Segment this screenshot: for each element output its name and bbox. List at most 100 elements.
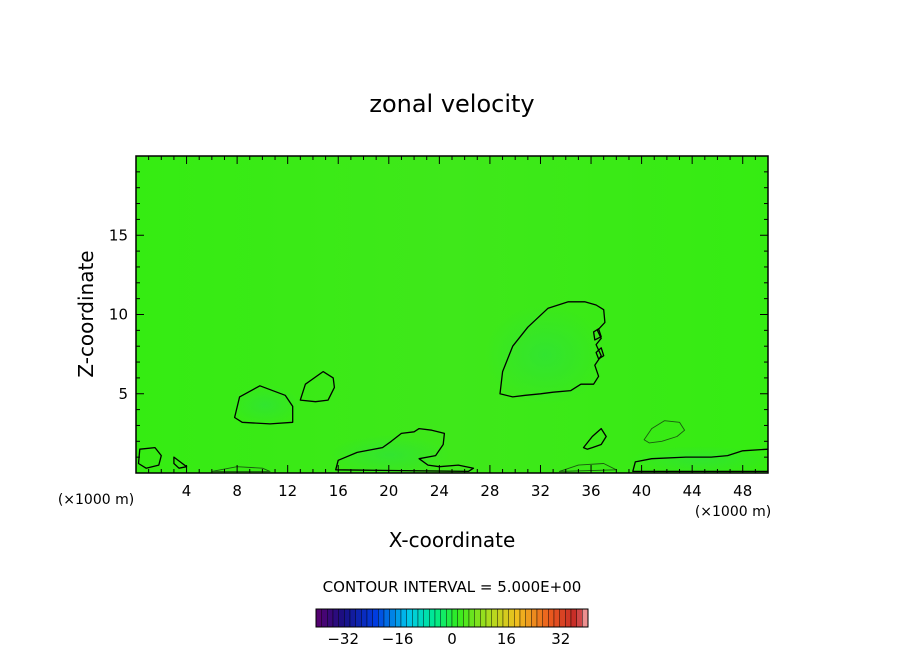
- colorbar-ticks: −32 −16 0 16 32: [327, 630, 570, 648]
- colorbar-swatch: [417, 608, 424, 628]
- colorbar-swatch: [559, 608, 566, 628]
- contour-line-1: [137, 446, 162, 469]
- colorbar-swatch: [389, 608, 396, 628]
- colorbar-swatch: [372, 608, 379, 628]
- colorbar: [315, 608, 589, 628]
- colorbar-swatch: [468, 608, 475, 628]
- x-tick-label: 48: [733, 482, 752, 500]
- colorbar-swatch: [491, 608, 498, 628]
- colorbar-swatch: [423, 608, 430, 628]
- colorbar-swatch: [542, 608, 549, 628]
- field-shade: [230, 385, 300, 425]
- colorbar-swatch: [327, 608, 334, 628]
- contour-line-6: [499, 301, 606, 398]
- colorbar-swatch: [565, 608, 572, 628]
- colorbar-swatch: [332, 608, 339, 628]
- colorbar-swatch: [451, 608, 458, 628]
- colorbar-swatch: [400, 608, 407, 628]
- colorbar-swatch: [548, 608, 555, 628]
- colorbar-swatch: [349, 608, 356, 628]
- colorbar-swatch: [355, 608, 362, 628]
- x-tick-label: 36: [581, 482, 600, 500]
- colorbar-tick-label: 16: [497, 630, 516, 648]
- colorbar-swatch: [315, 608, 322, 628]
- colorbar-swatch: [497, 608, 504, 628]
- x-axis: 4 8 12 16 20 24 28 32 36 40 44 48: [148, 156, 756, 500]
- x-units-left: (×1000 m): [58, 492, 134, 508]
- contour-line-5: [335, 427, 475, 473]
- x-axis-label: X-coordinate: [389, 528, 516, 552]
- contour-line-2: [173, 456, 188, 469]
- colorbar-swatch: [485, 608, 492, 628]
- x-tick-label: 44: [683, 482, 702, 500]
- colorbar-swatch: [361, 608, 368, 628]
- colorbar-swatch: [508, 608, 515, 628]
- colorbar-swatch: [480, 608, 487, 628]
- contour-interval-label: CONTOUR INTERVAL = 5.000E+00: [323, 578, 582, 596]
- x-tick-label: 32: [531, 482, 550, 500]
- colorbar-frame: [315, 608, 589, 628]
- y-axis-label: Z-coordinate: [74, 250, 98, 377]
- contour-line-9: [595, 347, 605, 360]
- colorbar-swatch: [446, 608, 453, 628]
- colorbar-swatch: [514, 608, 521, 628]
- field-shade: [330, 435, 450, 473]
- colorbar-swatch: [321, 608, 328, 628]
- colorbar-tick-label: 32: [551, 630, 570, 648]
- colorbar-swatch: [576, 608, 583, 628]
- y-tick-label: 15: [109, 226, 128, 244]
- contour-line-8: [592, 328, 602, 341]
- colorbar-swatch: [553, 608, 560, 628]
- contour-lines: [137, 301, 768, 473]
- contour-line-13: [558, 463, 617, 472]
- colorbar-tick-label: −16: [382, 630, 414, 648]
- colorbar-swatch: [344, 608, 351, 628]
- x-tick-label: 8: [232, 482, 242, 500]
- x-tick-label: 16: [329, 482, 348, 500]
- colorbar-swatch: [378, 608, 385, 628]
- x-tick-label: 4: [182, 482, 192, 500]
- y-tick-label: 10: [109, 306, 128, 324]
- contour-line-4: [299, 370, 336, 403]
- colorbar-swatch: [395, 608, 402, 628]
- field-shade: [485, 305, 605, 405]
- colorbar-swatch: [531, 608, 538, 628]
- contour-line-3: [233, 385, 294, 425]
- colorbar-swatch: [338, 608, 345, 628]
- y-tick-label: 5: [118, 385, 128, 403]
- colorbar-swatch: [457, 608, 464, 628]
- colorbar-tick-label: −32: [327, 630, 359, 648]
- plot-background: [136, 156, 768, 473]
- field-shade: [630, 446, 768, 473]
- colorbar-tick-label: 0: [447, 630, 457, 648]
- colorbar-swatch: [463, 608, 470, 628]
- x-tick-label: 40: [632, 482, 651, 500]
- x-tick-label: 28: [480, 482, 499, 500]
- colorbar-swatch: [474, 608, 481, 628]
- contour-line-10: [632, 448, 768, 473]
- colorbar-swatch: [570, 608, 577, 628]
- contour-line-12: [211, 466, 271, 472]
- colorbar-swatch: [582, 608, 589, 628]
- y-axis: 5 10 15: [109, 171, 768, 458]
- chart-title: zonal velocity: [369, 90, 534, 118]
- colorbar-swatch: [440, 608, 447, 628]
- colorbar-swatch: [383, 608, 390, 628]
- x-tick-label: 20: [379, 482, 398, 500]
- plot-area: [136, 156, 768, 473]
- x-units-right: (×1000 m): [695, 504, 771, 520]
- colorbar-swatch: [519, 608, 526, 628]
- contour-line-11: [643, 420, 686, 444]
- colorbar-swatch: [406, 608, 413, 628]
- colorbar-swatch: [412, 608, 419, 628]
- colorbar-swatch: [366, 608, 373, 628]
- x-tick-label: 12: [278, 482, 297, 500]
- colorbar-swatch: [536, 608, 543, 628]
- colorbar-swatch: [525, 608, 532, 628]
- x-tick-label: 24: [430, 482, 449, 500]
- colorbar-swatch: [434, 608, 441, 628]
- contour-line-7: [582, 427, 607, 450]
- colorbar-swatch: [502, 608, 509, 628]
- colorbar-swatch: [429, 608, 436, 628]
